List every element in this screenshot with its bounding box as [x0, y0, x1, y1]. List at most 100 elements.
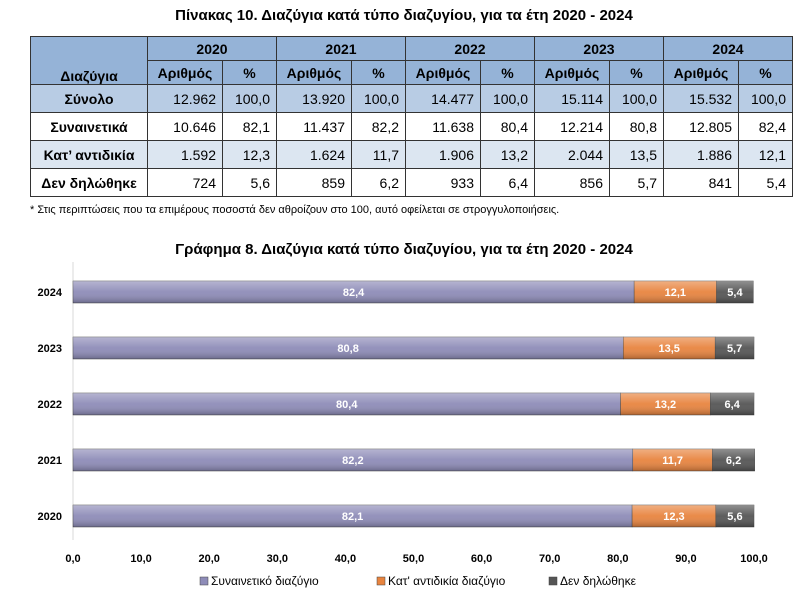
data-label: 82,4	[343, 287, 365, 299]
row-label: Δεν δηλώθηκε	[30, 168, 148, 197]
x-tick-label: 90,0	[675, 553, 696, 565]
category-label: 2022	[38, 399, 62, 411]
x-tick-label: 30,0	[267, 553, 288, 565]
category-label: 2021	[38, 455, 62, 467]
row-label: Κατ’ αντιδικία	[30, 140, 148, 169]
table-cell: 1.906	[405, 140, 481, 169]
footnote: * Στις περιπτώσεις που τα επιμέρους ποσο…	[30, 204, 560, 216]
sub-header: %	[738, 60, 793, 85]
x-tick-label: 50,0	[403, 553, 424, 565]
table-cell: 12,3	[222, 140, 277, 169]
x-tick-label: 80,0	[607, 553, 628, 565]
bar-gloss	[623, 337, 716, 359]
divorces-table: Διαζύγια 2020 2021 2022 2023 2024 Αριθμό…	[30, 36, 793, 197]
legend-swatch	[548, 576, 558, 586]
table-cell: 5,7	[609, 168, 664, 197]
data-label: 6,4	[725, 399, 741, 411]
category-label: 2023	[38, 343, 62, 355]
bar-gloss	[632, 449, 713, 471]
table-cell: 100,0	[351, 84, 406, 113]
table-cell: 5,6	[222, 168, 277, 197]
sub-header: Αριθμός	[276, 60, 352, 85]
table-cell: 6,4	[480, 168, 535, 197]
table-cell: 13.920	[276, 84, 352, 113]
data-label: 80,4	[336, 399, 358, 411]
table-cell: 11,7	[351, 140, 406, 169]
chart-title: Γράφημα 8. Διαζύγια κατά τύπο διαζυγίου,…	[175, 241, 633, 258]
data-label: 11,7	[662, 455, 683, 467]
data-label: 82,1	[342, 511, 363, 523]
table-cell: 13,5	[609, 140, 664, 169]
sub-header: Αριθμός	[147, 60, 223, 85]
sub-header: Αριθμός	[405, 60, 481, 85]
bar-gloss	[620, 393, 711, 415]
data-label: 12,3	[663, 511, 684, 523]
data-label: 82,2	[342, 455, 363, 467]
table-cell: 12.962	[147, 84, 223, 113]
data-label: 5,7	[727, 343, 742, 355]
data-label: 13,2	[655, 399, 676, 411]
x-tick-label: 40,0	[335, 553, 356, 565]
legend-label: Συναινετικό διαζύγιο	[211, 574, 319, 588]
bar-gloss	[73, 337, 624, 359]
category-label: 2020	[38, 511, 62, 523]
table-cell: 100,0	[480, 84, 535, 113]
legend-swatch	[199, 576, 209, 586]
data-label: 6,2	[726, 455, 741, 467]
legend-swatch	[376, 576, 386, 586]
bar-gloss	[73, 449, 633, 471]
year-header: 2021	[276, 36, 406, 61]
table-cell: 13,2	[480, 140, 535, 169]
row-label: Συναινετικά	[30, 112, 148, 141]
bar-gloss	[73, 281, 635, 303]
table-row: Δεν δηλώθηκε 724 5,6 859 6,2 933 6,4 856 5,7 841 5…	[30, 168, 793, 197]
table-cell: 82,1	[222, 112, 277, 141]
table-cell: 2.044	[534, 140, 610, 169]
x-tick-label: 0,0	[65, 553, 80, 565]
x-tick-label: 60,0	[471, 553, 492, 565]
bar-gloss	[715, 337, 754, 359]
year-header: 2023	[534, 36, 664, 61]
bar-gloss	[73, 505, 633, 527]
x-tick-label: 70,0	[539, 553, 560, 565]
table-row: Συναινετικά 10.646 82,1 11.437 82,2 11.638 80,…	[30, 112, 793, 141]
table-cell: 933	[405, 168, 481, 197]
table-cell: 11.437	[276, 112, 352, 141]
table-cell: 841	[663, 168, 739, 197]
table-cell: 15.114	[534, 84, 610, 113]
table-cell: 15.532	[663, 84, 739, 113]
row-label: Σύνολο	[30, 84, 148, 113]
data-label: 5,6	[727, 511, 742, 523]
table-row: Κατ’ αντιδικία 1.592 12,3 1.624 11,7 1.906 13,…	[30, 140, 793, 169]
legend-label: Κατ' αντιδικία διαζύγιο	[388, 574, 506, 588]
data-label: 13,5	[659, 343, 680, 355]
category-label: 2024	[38, 287, 63, 299]
table-cell: 724	[147, 168, 223, 197]
x-tick-label: 20,0	[198, 553, 219, 565]
bar-gloss	[710, 393, 754, 415]
table-cell: 82,2	[351, 112, 406, 141]
bar-gloss	[73, 393, 621, 415]
table-cell: 11.638	[405, 112, 481, 141]
year-header: 2020	[147, 36, 277, 61]
table-cell: 6,2	[351, 168, 406, 197]
data-label: 12,1	[665, 287, 686, 299]
sub-header: Αριθμός	[534, 60, 610, 85]
x-tick-label: 100,0	[740, 553, 768, 565]
table-row: Σύνολο 12.962 100,0 13.920 100,0 14.477 100,0 1…	[30, 84, 793, 113]
sub-header: %	[351, 60, 406, 85]
table-cell: 100,0	[609, 84, 664, 113]
table-cell: 100,0	[222, 84, 277, 113]
legend-label: Δεν δηλώθηκε	[560, 574, 637, 588]
bar-gloss	[716, 281, 754, 303]
bar-gloss	[634, 281, 717, 303]
table-cell: 100,0	[738, 84, 793, 113]
table-cell: 859	[276, 168, 352, 197]
table-cell: 5,4	[738, 168, 793, 197]
bar-gloss	[712, 449, 755, 471]
table-cell: 14.477	[405, 84, 481, 113]
bar-gloss	[632, 505, 716, 527]
table-cell: 1.592	[147, 140, 223, 169]
data-label: 80,8	[337, 343, 358, 355]
